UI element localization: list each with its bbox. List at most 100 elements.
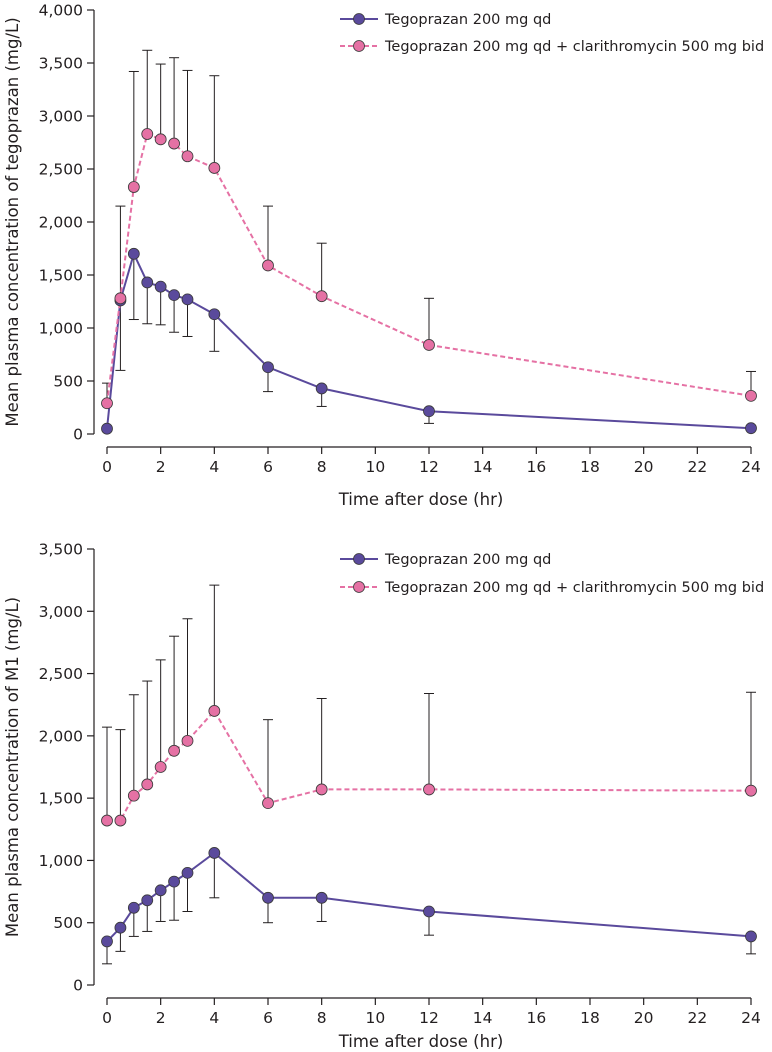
legend-label: Tegoprazan 200 mg qd xyxy=(384,12,551,28)
y-axis-title: Mean plasma concentration of tegoprazan … xyxy=(3,17,22,426)
y-tick-label: 3,000 xyxy=(39,108,83,126)
x-tick-label: 22 xyxy=(687,1009,707,1027)
data-point xyxy=(154,133,167,146)
data-point xyxy=(141,128,154,140)
data-point xyxy=(101,935,113,948)
x-tick-label: 2 xyxy=(156,1009,166,1027)
x-tick-label: 14 xyxy=(473,1009,493,1027)
x-tick-label: 22 xyxy=(687,458,707,476)
data-point xyxy=(423,783,435,796)
data-point xyxy=(262,797,274,810)
x-tick-label: 24 xyxy=(741,458,761,476)
data-point xyxy=(745,784,757,797)
x-tick-label: 20 xyxy=(634,458,654,476)
data-point xyxy=(181,734,194,747)
x-tick-label: 4 xyxy=(209,1009,219,1027)
data-point xyxy=(745,389,757,402)
x-tick-label: 24 xyxy=(741,1009,761,1027)
legend-marker xyxy=(353,553,365,565)
data-point xyxy=(168,137,180,150)
y-tick-label: 0 xyxy=(73,426,83,444)
y-tick-label: 3,500 xyxy=(39,55,83,73)
x-tick-label: 0 xyxy=(102,458,112,476)
y-tick-label: 500 xyxy=(53,914,83,932)
x-tick-label: 6 xyxy=(263,458,273,476)
legend-marker xyxy=(353,40,365,52)
data-point xyxy=(168,875,180,888)
x-tick-label: 16 xyxy=(526,1009,546,1027)
x-tick-label: 10 xyxy=(365,458,385,476)
legend-label: Tegoprazan 200 mg qd xyxy=(384,552,551,568)
y-tick-label: 4,000 xyxy=(39,2,83,20)
legend-label: Tegoprazan 200 mg qd + clarithromycin 50… xyxy=(384,39,764,55)
data-point xyxy=(208,705,221,717)
series-line-1 xyxy=(106,250,752,430)
data-point xyxy=(315,783,328,796)
data-point xyxy=(127,247,140,260)
x-tick-label: 4 xyxy=(209,458,219,476)
data-point xyxy=(315,290,328,303)
data-point xyxy=(208,847,221,859)
legend-marker xyxy=(353,13,365,25)
x-tick-label: 8 xyxy=(317,1009,327,1027)
x-tick-label: 8 xyxy=(317,458,327,476)
x-tick-label: 6 xyxy=(263,1009,273,1027)
data-point xyxy=(141,894,154,907)
y-tick-label: 3,500 xyxy=(39,541,83,559)
data-point xyxy=(181,150,194,163)
data-point xyxy=(114,921,127,934)
y-tick-label: 1,500 xyxy=(39,267,83,285)
data-point xyxy=(168,289,180,302)
data-point xyxy=(315,382,328,395)
data-point xyxy=(127,901,140,914)
x-tick-label: 12 xyxy=(419,458,439,476)
x-axis-title: Time after dose (hr) xyxy=(338,490,504,509)
y-tick-label: 1,000 xyxy=(39,852,83,870)
y-tick-label: 2,500 xyxy=(39,665,83,683)
x-tick-label: 12 xyxy=(419,1009,439,1027)
chart-tegoprazan: 0 500 1,000 1,500 2,000 2,500 3,000 3,500 4,000 0… xyxy=(3,2,764,510)
data-point xyxy=(423,339,435,351)
x-tick-label: 18 xyxy=(580,458,600,476)
y-tick-label: 0 xyxy=(73,977,83,995)
x-tick-label: 18 xyxy=(580,1009,600,1027)
y-tick-label: 2,000 xyxy=(39,727,83,745)
data-point xyxy=(423,905,435,918)
data-point xyxy=(127,789,140,802)
y-tick-label: 2,000 xyxy=(39,214,83,232)
y-tick-label: 500 xyxy=(53,373,83,391)
data-point xyxy=(745,930,757,943)
data-point xyxy=(141,276,154,289)
data-point xyxy=(262,259,274,272)
data-point xyxy=(154,761,167,773)
data-point xyxy=(141,778,154,791)
data-point xyxy=(114,814,127,827)
data-point xyxy=(745,422,757,435)
data-point xyxy=(114,292,127,305)
x-tick-label: 10 xyxy=(365,1009,385,1027)
series-line-2 xyxy=(106,132,752,404)
data-point xyxy=(208,308,221,321)
data-point xyxy=(208,162,221,174)
x-tick-label: 16 xyxy=(526,458,546,476)
y-tick-label: 1,500 xyxy=(39,790,83,808)
y-tick-label: 2,500 xyxy=(39,161,83,179)
data-point xyxy=(181,866,194,879)
data-point xyxy=(101,422,113,435)
x-axis-title: Time after dose (hr) xyxy=(338,1032,504,1051)
data-point xyxy=(315,891,328,904)
legend-marker xyxy=(353,581,365,593)
x-tick-label: 2 xyxy=(156,458,166,476)
y-tick-label: 1,000 xyxy=(39,320,83,338)
data-point xyxy=(262,361,274,374)
data-point xyxy=(154,884,167,897)
x-tick-label: 14 xyxy=(473,458,493,476)
data-point xyxy=(101,397,113,410)
y-axis-title: Mean plasma concentration of M1 (mg/L) xyxy=(3,597,22,937)
data-point xyxy=(423,405,435,418)
y-tick-label: 3,000 xyxy=(39,603,83,621)
x-tick-label: 0 xyxy=(102,1009,112,1027)
data-point xyxy=(101,814,113,827)
